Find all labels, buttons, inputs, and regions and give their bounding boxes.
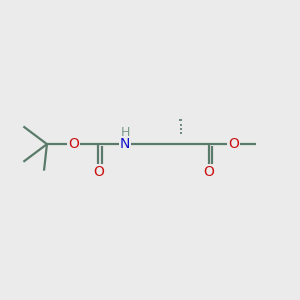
Text: O: O xyxy=(68,137,79,151)
Text: N: N xyxy=(120,137,130,151)
Text: H: H xyxy=(120,126,130,140)
Text: O: O xyxy=(229,137,239,151)
Text: O: O xyxy=(93,165,104,179)
Text: O: O xyxy=(203,165,214,179)
